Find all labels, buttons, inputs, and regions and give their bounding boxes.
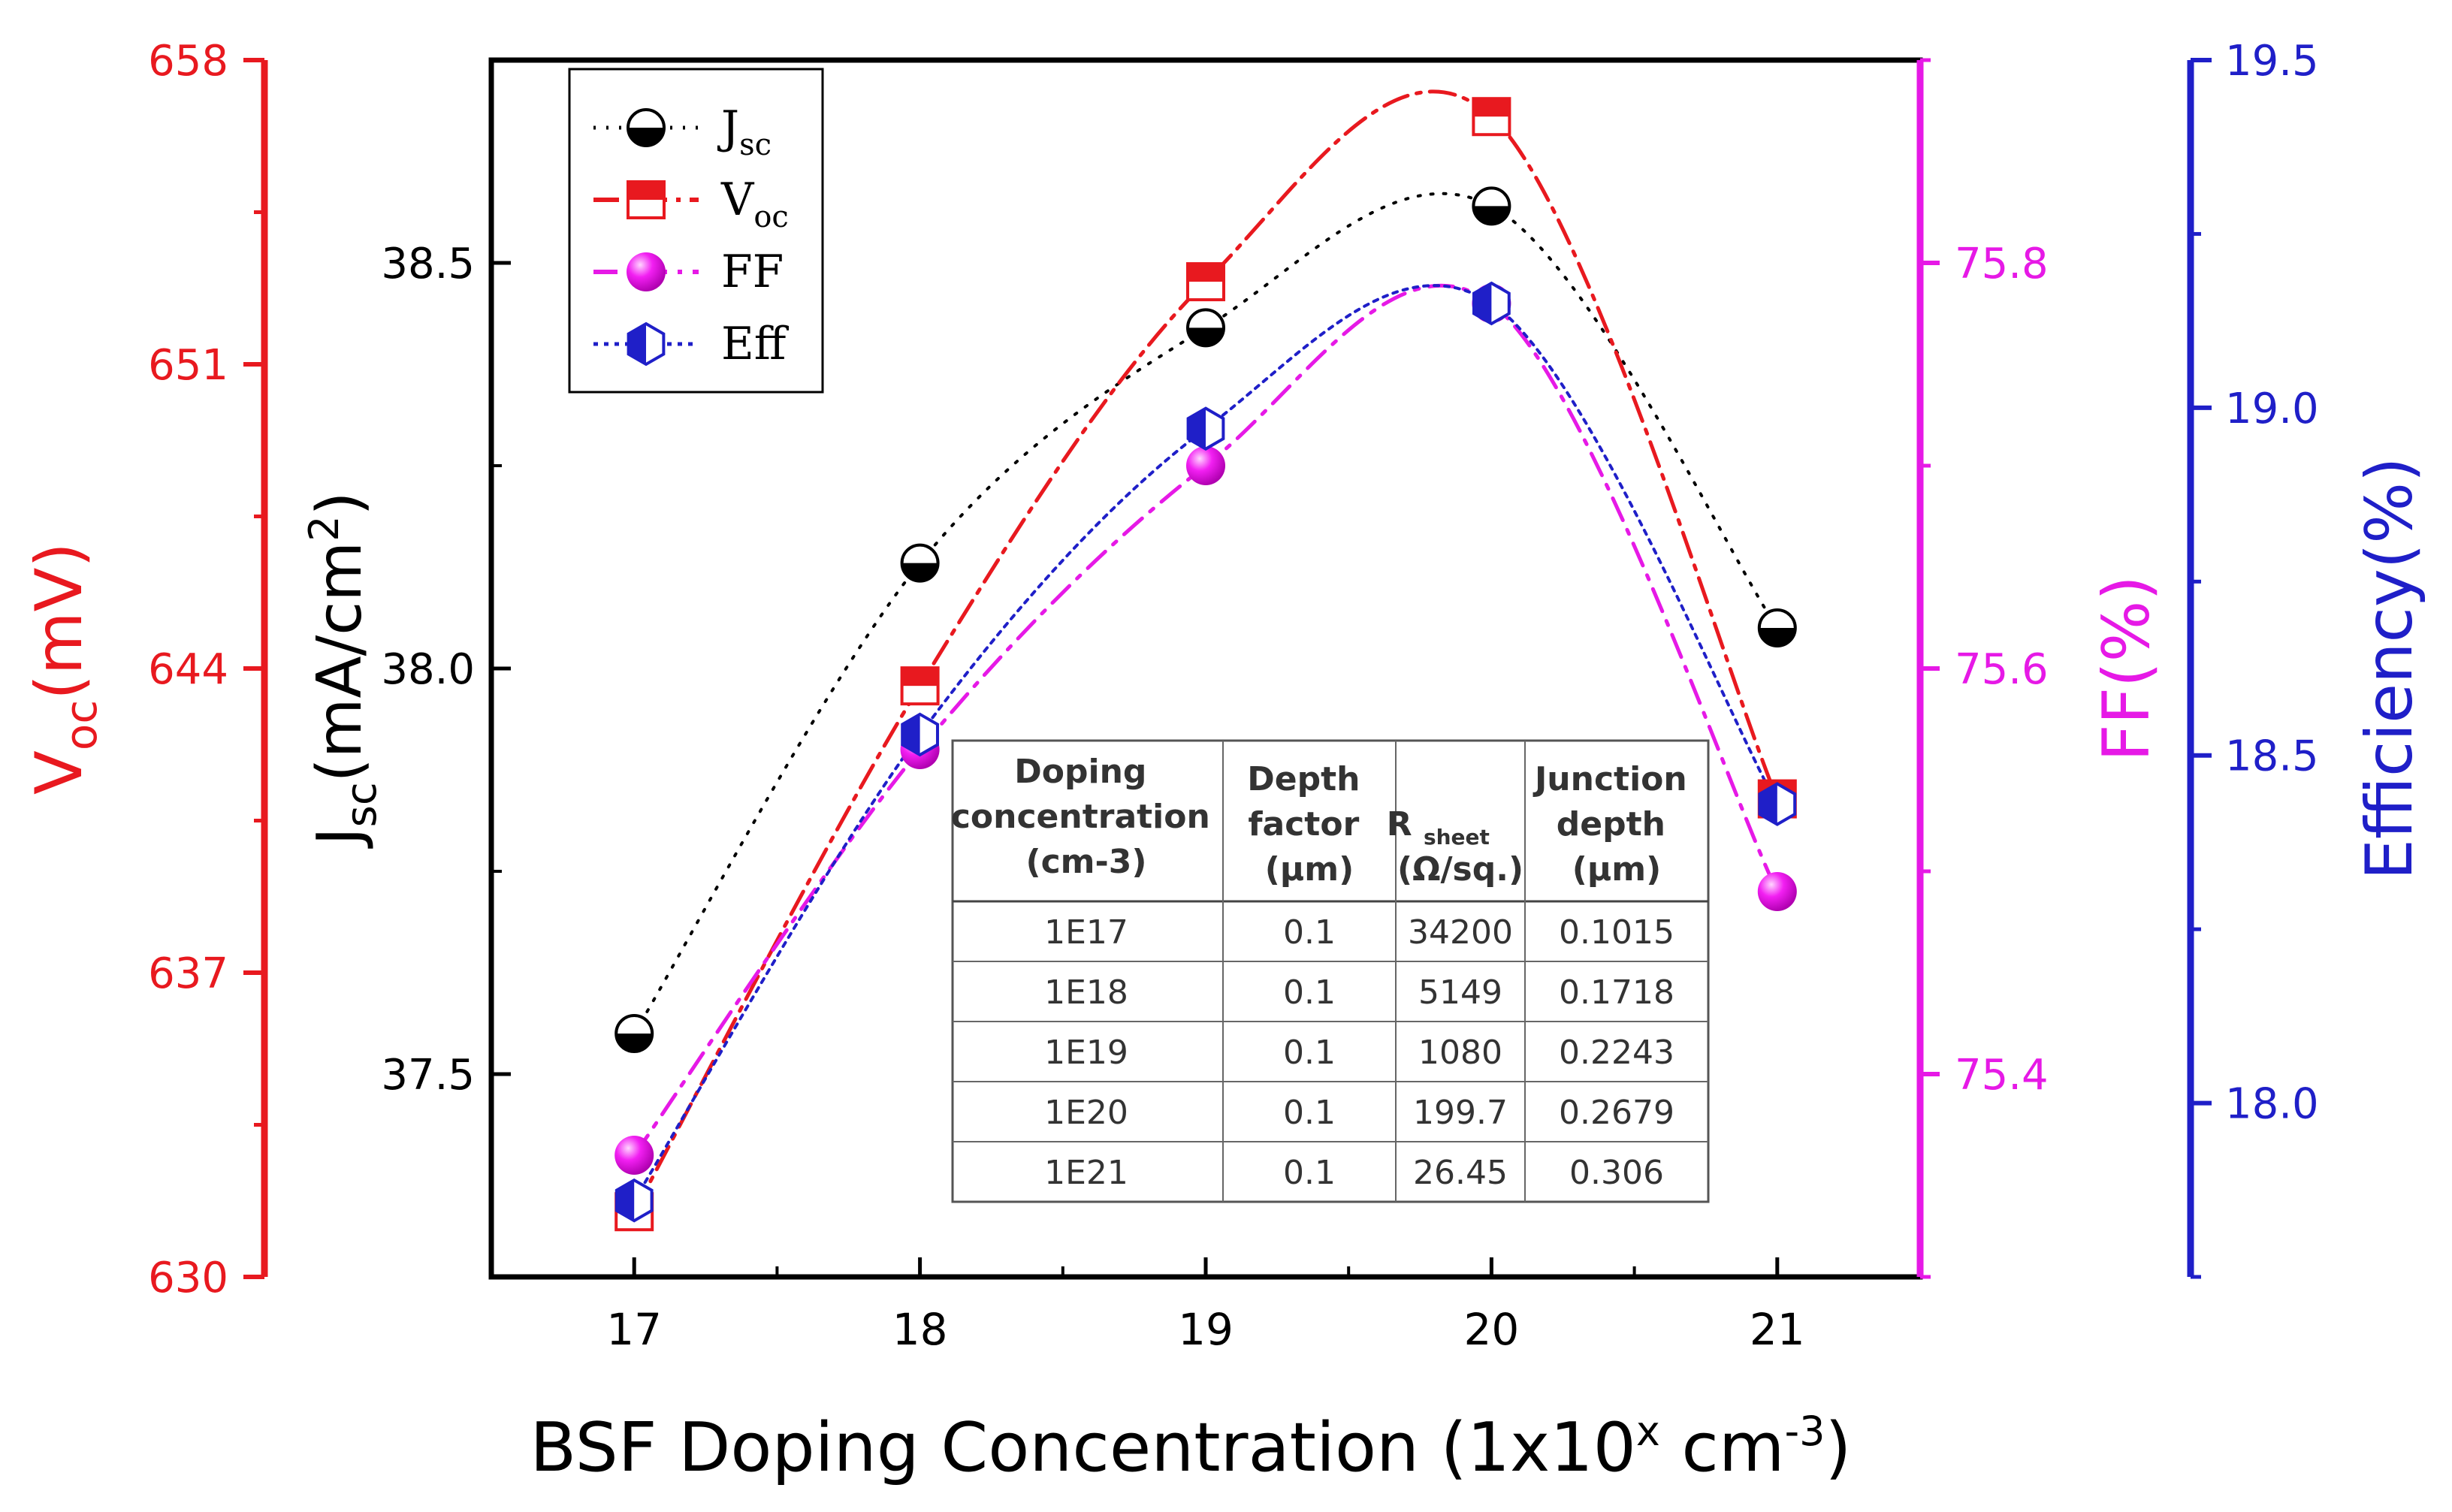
svg-text:1E19: 1E19 [1044,1034,1128,1072]
legend-label-voc: Voc [720,174,789,234]
x-tick-label: 17 [606,1304,662,1355]
svg-text:0.2679: 0.2679 [1559,1094,1674,1132]
svg-text:34200: 34200 [1408,913,1513,952]
jsc-tick-label: 38.0 [381,645,475,694]
ff-axis-label: FF(%) [2089,575,2164,762]
ff-tick-label: 75.8 [1955,240,2049,288]
legend-marker-voc [627,180,666,219]
x-axis-label: BSF Doping Concentration (1x10x cm-3) [530,1408,1851,1487]
table-row: 1E18 0.1 5149 0.1718 [1044,973,1674,1012]
x-tick-label: 20 [1463,1304,1519,1355]
svg-text:1E17: 1E17 [1044,913,1128,952]
voc-tick-label: 637 [148,949,228,998]
data-point-eff [615,1178,654,1223]
legend-marker-ff [627,252,666,291]
eff-tick-label: 18.5 [2225,732,2319,781]
data-point-jsc [1186,308,1225,348]
svg-text:0.306: 0.306 [1569,1154,1664,1192]
voc-tick-label: 644 [148,645,228,694]
x-tick-label: 19 [1178,1304,1234,1355]
svg-text:26.45: 26.45 [1413,1154,1508,1192]
x-tick-label: 21 [1750,1304,1805,1355]
table-header-doping: Doping concentration (cm-3) [951,753,1221,881]
svg-text:0.1015: 0.1015 [1559,913,1674,952]
data-point-jsc [615,1014,654,1053]
ff-tick-label: 75.4 [1955,1051,2049,1100]
data-point-jsc [1757,608,1797,647]
ff-tick-label: 75.6 [1955,645,2049,694]
svg-text:1E18: 1E18 [1044,973,1128,1012]
data-point-eff [1758,782,1797,826]
data-point-eff [1472,281,1511,326]
data-point-jsc [900,543,940,583]
legend-box [568,68,824,394]
voc-tick-label: 651 [148,341,228,390]
table-row: 1E19 0.1 1080 0.2243 [1044,1034,1674,1072]
table-header-junction-depth: Junction depth (µm) [1532,760,1699,889]
jsc-tick-label: 37.5 [381,1051,475,1100]
series-markers [615,97,1797,1232]
voc-tick-label: 658 [148,37,228,86]
table-row: 1E21 0.1 26.45 0.306 [1044,1154,1664,1192]
data-point-eff [901,712,939,757]
voc-ticks: 630 637 644 651 658 [148,37,264,1302]
table-header-depth-factor: Depth factor (µm) [1247,760,1372,889]
table-row: 1E17 0.1 34200 0.1015 [1044,913,1674,952]
data-point-ff [1186,446,1225,485]
table-header-rsheet: R sheet (Ω/sq.) [1387,805,1523,889]
data-point-ff [615,1136,654,1175]
eff-tick-label: 19.5 [2225,37,2319,86]
svg-text:0.1: 0.1 [1283,1094,1336,1132]
svg-text:0.1: 0.1 [1283,1154,1336,1192]
legend-marker-jsc [627,108,666,147]
jsc-axis-label: Jsc(mA/cm2) [300,491,386,849]
data-point-ff [1757,872,1797,911]
svg-text:1080: 1080 [1418,1034,1502,1072]
data-point-voc [900,666,940,706]
x-tick-label: 18 [892,1304,948,1355]
jsc-tick-label: 38.5 [381,240,475,288]
svg-text:0.1: 0.1 [1283,1034,1336,1072]
table-frame [951,739,1710,1203]
data-point-voc [1472,97,1511,137]
svg-text:1E21: 1E21 [1044,1154,1128,1192]
data-point-voc [1186,262,1225,302]
svg-text:1E20: 1E20 [1044,1094,1128,1132]
eff-tick-label: 18.0 [2225,1080,2319,1129]
legend-label-ff: FF [721,246,784,298]
legend-marker-eff [627,321,666,367]
data-point-jsc [1472,186,1511,226]
eff-axis-label: Efficiency(%) [2352,457,2427,880]
svg-text:0.2243: 0.2243 [1559,1034,1674,1072]
data-point-eff [1186,406,1225,451]
voc-tick-label: 630 [148,1254,228,1302]
svg-text:0.1: 0.1 [1283,913,1336,952]
eff-tick-label: 19.0 [2225,385,2319,433]
svg-text:0.1718: 0.1718 [1559,973,1674,1012]
voc-axis-label: Voc(mV) [22,542,107,795]
legend-label-eff: Eff [721,318,790,370]
svg-text:199.7: 199.7 [1413,1094,1508,1132]
svg-text:5149: 5149 [1418,973,1502,1012]
axis-ticks: 17 18 19 20 21 37.5 38.0 38.5 75.4 75.6 75.8 18.0 18… [381,37,2318,1355]
svg-text:0.1: 0.1 [1283,973,1336,1012]
table-row: 1E20 0.1 199.7 0.2679 [1044,1094,1674,1132]
inset-table: Doping concentration (cm-3) Depth factor… [951,739,1710,1203]
